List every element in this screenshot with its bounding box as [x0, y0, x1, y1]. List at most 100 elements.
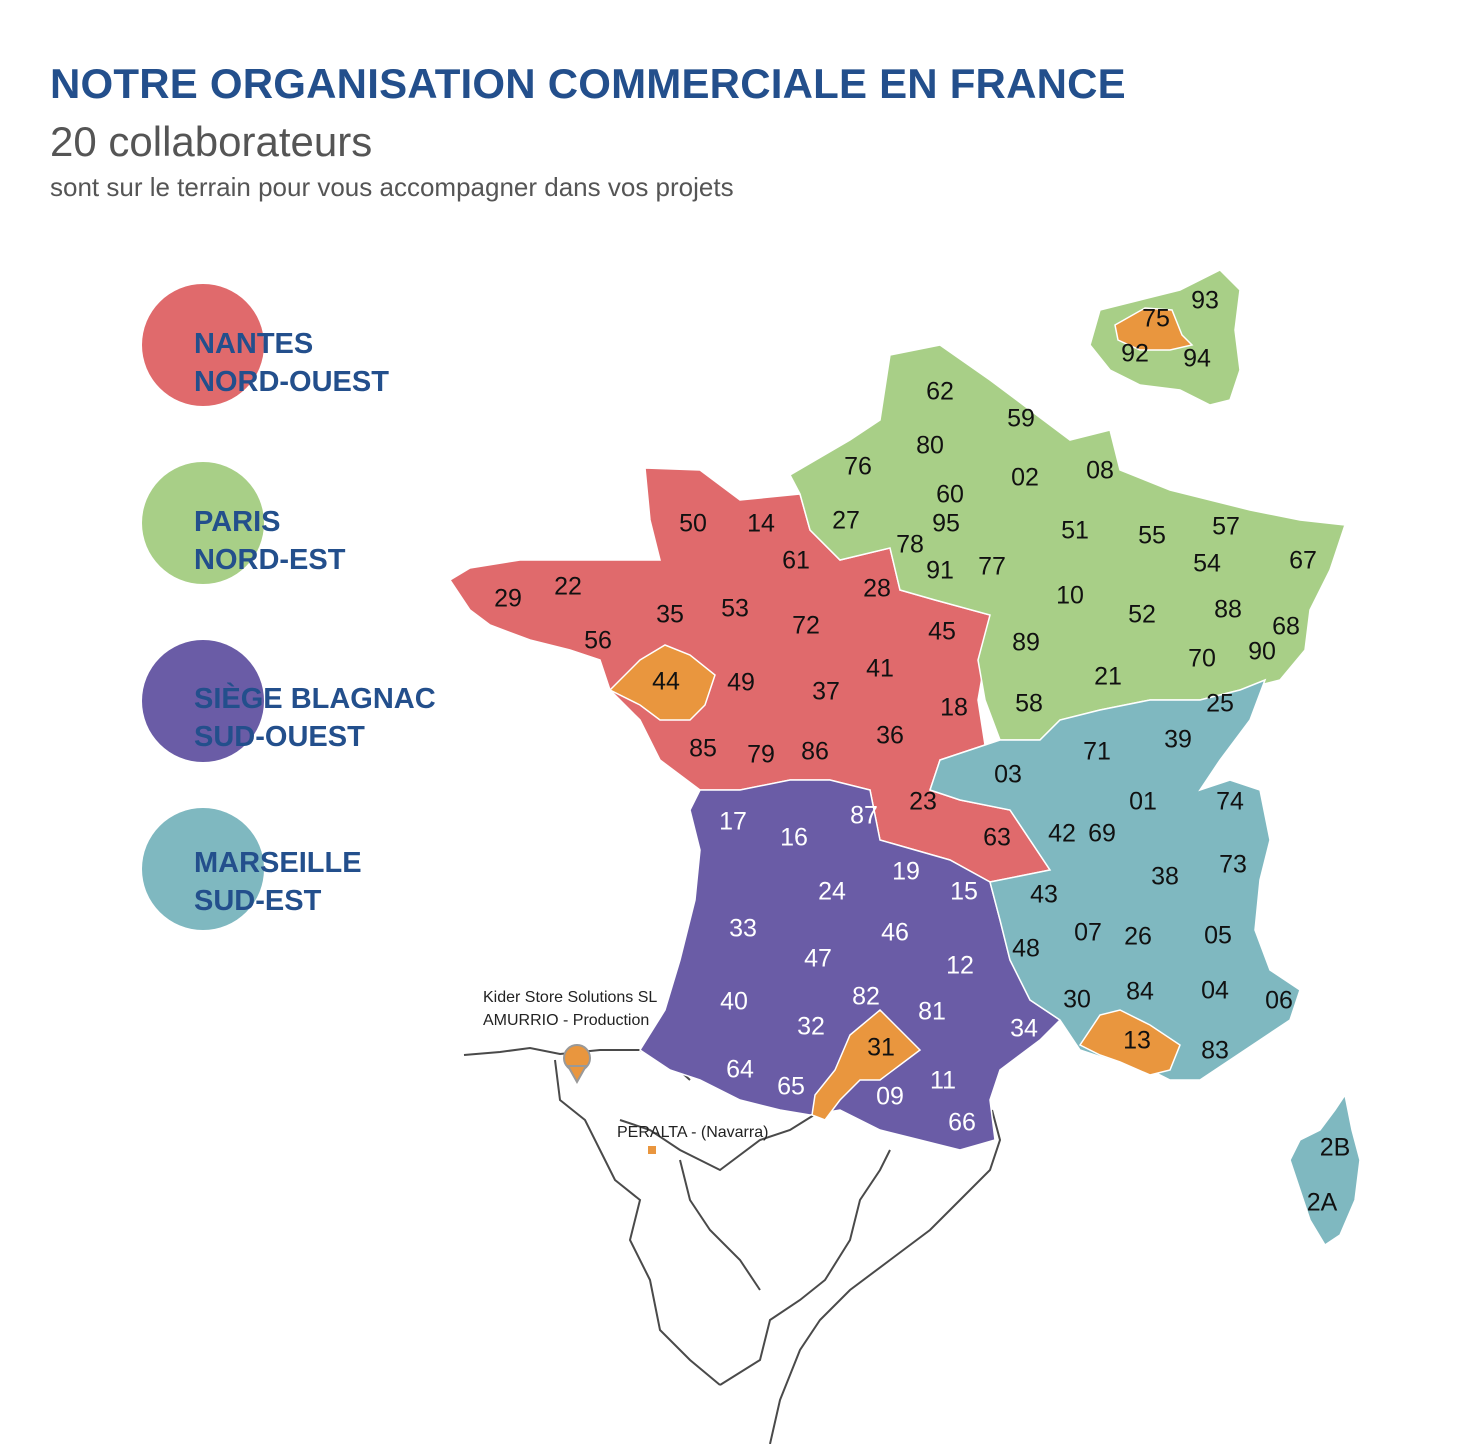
legend-line2: SUD-EST — [194, 885, 322, 917]
pin-peralta-label: PERALTA - (Navarra) — [617, 1124, 769, 1141]
agency-area-75 — [1114, 307, 1194, 351]
pin-production-label: Kider Store Solutions SL AMURRIO - Produ… — [483, 986, 657, 1032]
department-label-61: 61 — [782, 547, 810, 575]
department-label-64: 64 — [726, 1056, 754, 1084]
department-label-67: 67 — [1289, 547, 1317, 575]
department-label-87: 87 — [850, 802, 878, 830]
department-label-29: 29 — [494, 585, 522, 613]
department-label-05: 05 — [1204, 922, 1232, 950]
department-label-21: 21 — [1094, 663, 1122, 691]
department-label-76: 76 — [844, 453, 872, 481]
department-label-10: 10 — [1056, 582, 1084, 610]
department-label-39: 39 — [1164, 726, 1192, 754]
agency-area-13 — [1078, 1009, 1181, 1076]
legend-line1: PARIS — [194, 506, 281, 538]
department-label-12: 12 — [946, 952, 974, 980]
department-label-89: 89 — [1012, 629, 1040, 657]
department-label-09: 09 — [876, 1083, 904, 1111]
legend-line2: SUD-OUEST — [194, 721, 365, 753]
department-label-91: 91 — [926, 557, 954, 585]
department-label-46: 46 — [881, 919, 909, 947]
agency-area-31 — [811, 1008, 922, 1121]
department-label-59: 59 — [1007, 405, 1035, 433]
department-label-63: 63 — [983, 824, 1011, 852]
department-label-62: 62 — [926, 378, 954, 406]
department-label-78: 78 — [896, 531, 924, 559]
department-label-06: 06 — [1265, 987, 1293, 1015]
department-label-95: 95 — [932, 510, 960, 538]
department-label-24: 24 — [818, 878, 846, 906]
legend-swatch-nord-est — [142, 462, 264, 584]
region-sud-ouest — [638, 779, 1062, 1151]
department-label-01: 01 — [1129, 788, 1157, 816]
department-label-2b: 2B — [1320, 1134, 1351, 1162]
page-tagline: sont sur le terrain pour vous accompagne… — [50, 172, 734, 202]
department-label-52: 52 — [1128, 601, 1156, 629]
department-label-77: 77 — [978, 553, 1006, 581]
department-label-88: 88 — [1214, 596, 1242, 624]
department-label-04: 04 — [1201, 977, 1229, 1005]
department-label-94: 94 — [1183, 345, 1211, 373]
department-label-85: 85 — [689, 735, 717, 763]
department-label-74: 74 — [1216, 788, 1244, 816]
department-label-33: 33 — [729, 915, 757, 943]
department-label-86: 86 — [801, 738, 829, 766]
department-label-93: 93 — [1191, 287, 1219, 315]
department-label-07: 07 — [1074, 919, 1102, 947]
department-label-81: 81 — [918, 998, 946, 1026]
department-label-82: 82 — [852, 983, 880, 1011]
department-label-66: 66 — [948, 1109, 976, 1137]
legend-swatch-sud-ouest — [142, 640, 264, 762]
department-label-84: 84 — [1126, 978, 1154, 1006]
department-label-69: 69 — [1088, 820, 1116, 848]
pin-peralta[interactable] — [648, 1146, 656, 1154]
department-label-71: 71 — [1083, 738, 1111, 766]
department-label-90: 90 — [1248, 638, 1276, 666]
pin-production-line2: AMURRIO - Production — [483, 1012, 650, 1029]
legend-line2: NORD-EST — [194, 544, 346, 576]
department-label-17: 17 — [719, 808, 747, 836]
department-label-14: 14 — [747, 510, 775, 538]
legend-line1: MARSEILLE — [194, 847, 362, 879]
department-label-47: 47 — [804, 945, 832, 973]
pin-production-line1: Kider Store Solutions SL — [483, 989, 658, 1006]
department-label-30: 30 — [1063, 986, 1091, 1014]
department-label-83: 83 — [1201, 1037, 1229, 1065]
department-label-22: 22 — [554, 573, 582, 601]
department-label-70: 70 — [1188, 645, 1216, 673]
department-label-26: 26 — [1124, 923, 1152, 951]
department-label-02: 02 — [1011, 464, 1039, 492]
department-label-34: 34 — [1010, 1015, 1038, 1043]
region-corse — [1289, 1093, 1361, 1247]
department-label-55: 55 — [1138, 522, 1166, 550]
department-label-27: 27 — [832, 507, 860, 535]
department-label-32: 32 — [797, 1013, 825, 1041]
department-label-54: 54 — [1193, 550, 1221, 578]
legend-line2: NORD-OUEST — [194, 366, 389, 398]
department-label-60: 60 — [936, 481, 964, 509]
pin-amurrio[interactable] — [563, 1044, 591, 1085]
department-label-48: 48 — [1012, 935, 1040, 963]
department-label-38: 38 — [1151, 863, 1179, 891]
department-label-11: 11 — [930, 1067, 956, 1095]
department-label-51: 51 — [1061, 517, 1089, 545]
department-label-23: 23 — [909, 788, 937, 816]
legend-swatch-sud-est — [142, 808, 264, 930]
department-label-72: 72 — [792, 612, 820, 640]
page-subtitle: 20 collaborateurs — [50, 118, 373, 165]
department-label-36: 36 — [876, 722, 904, 750]
department-label-19: 19 — [892, 858, 920, 886]
department-label-53: 53 — [721, 595, 749, 623]
department-label-28: 28 — [863, 575, 891, 603]
department-label-08: 08 — [1086, 457, 1114, 485]
department-label-65: 65 — [777, 1073, 805, 1101]
department-label-73: 73 — [1219, 851, 1247, 879]
legend-label-nord-est: PARIS NORD-EST — [194, 503, 345, 579]
department-label-79: 79 — [747, 741, 775, 769]
legend-line1: SIÈGE BLAGNAC — [194, 683, 436, 715]
department-label-31: 31 — [867, 1034, 895, 1062]
department-label-42: 42 — [1048, 820, 1076, 848]
legend-line1: NANTES — [194, 328, 314, 360]
legend-label-sud-est: MARSEILLE SUD-EST — [194, 844, 362, 920]
